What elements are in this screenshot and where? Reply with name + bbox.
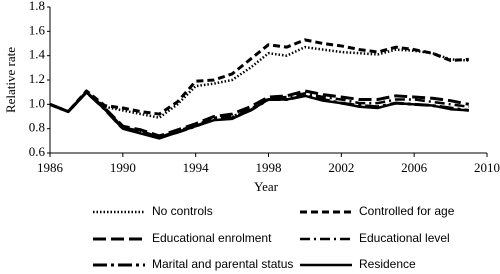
series-line: [49, 45, 469, 119]
legend-label: Educational level: [359, 231, 450, 245]
x-tick-label: 2002: [328, 160, 354, 175]
y-axis-label: Relative rate: [3, 47, 18, 113]
x-tick-label: 1994: [183, 160, 210, 175]
legend-label: No controls: [152, 204, 213, 218]
y-tick-label: 1.0: [29, 95, 45, 110]
y-tick-label: 0.8: [29, 120, 45, 135]
x-axis-label: Year: [254, 179, 279, 194]
y-tick-label: 1.4: [29, 47, 46, 62]
legend-label: Educational enrolment: [152, 231, 272, 245]
x-tick-label: 1986: [37, 160, 64, 175]
legend-label: Residence: [359, 257, 416, 271]
y-tick-label: 1.6: [29, 22, 46, 37]
series-line: [49, 38, 469, 116]
x-tick-label: 2010: [474, 160, 500, 175]
y-tick-label: 0.6: [29, 144, 46, 159]
legend-label: Marital and parental status: [152, 257, 293, 271]
legend-label: Controlled for age: [359, 204, 455, 218]
series-line: [49, 90, 469, 140]
y-tick-label: 1.8: [29, 0, 45, 13]
x-tick-label: 1990: [110, 160, 136, 175]
x-tick-label: 2006: [401, 160, 428, 175]
series-line: [49, 89, 470, 138]
x-tick-label: 1998: [256, 160, 282, 175]
y-tick-label: 1.2: [29, 71, 45, 86]
